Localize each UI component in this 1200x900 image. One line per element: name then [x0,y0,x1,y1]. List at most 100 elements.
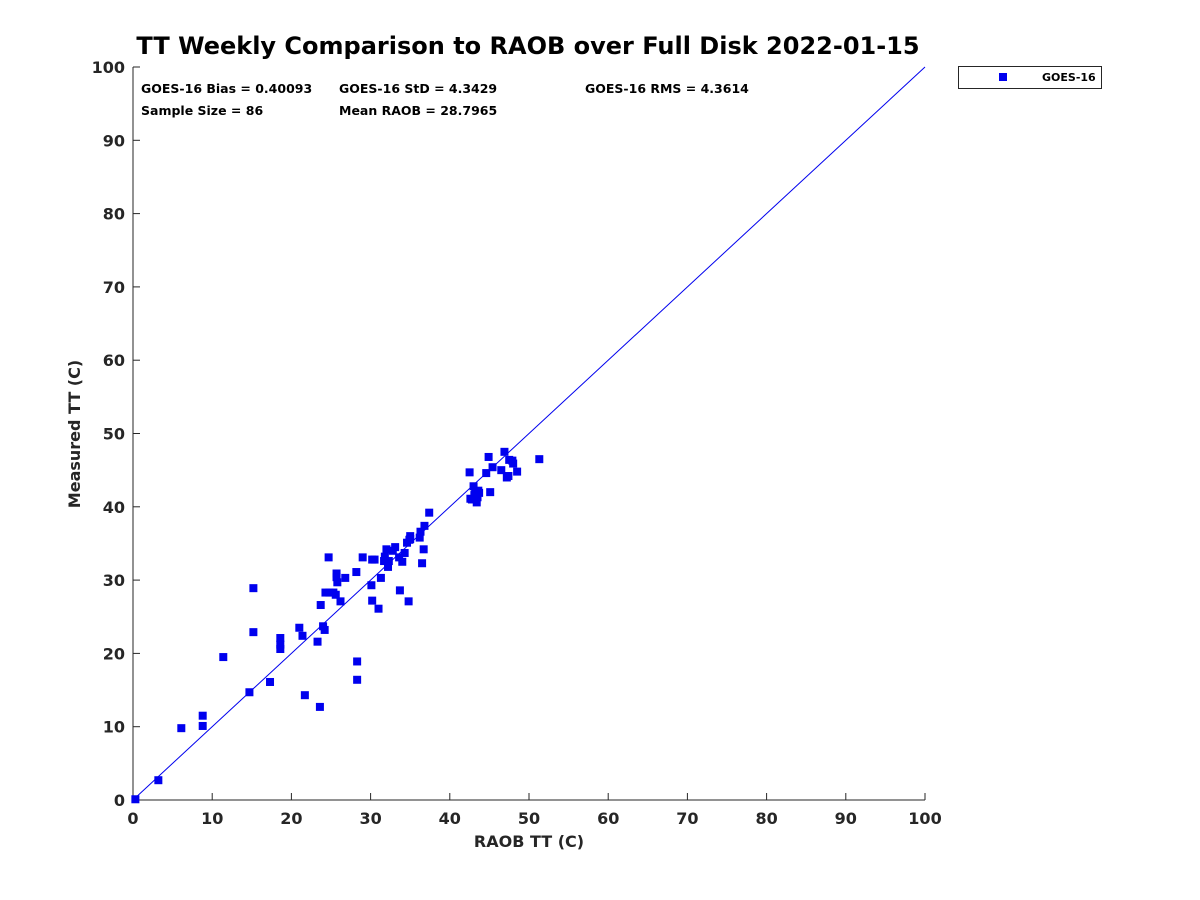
x-tick-label: 0 [127,809,138,828]
x-tick-label: 100 [908,809,941,828]
data-point [249,628,258,637]
data-point [276,640,285,649]
y-tick-group: 0 10 20 30 40 50 60 70 80 90 100 [92,58,140,810]
y-tick-label: 20 [103,644,125,663]
data-point [370,555,379,564]
data-point [469,482,478,491]
legend-label: GOES-16 [1042,71,1096,84]
stat-bias: GOES-16 Bias = 0.40093 [141,81,312,96]
data-point [198,711,207,720]
data-point [482,469,491,478]
x-tick-label: 80 [755,809,777,828]
data-point [400,548,409,557]
data-point [276,634,285,643]
data-point [416,527,425,536]
y-tick-label: 0 [114,791,125,810]
data-point [368,596,377,605]
data-point [358,553,367,562]
data-point [395,586,404,595]
data-point [131,795,140,804]
y-tick-label: 40 [103,498,125,517]
legend-marker-square [999,73,1007,81]
data-point [382,545,391,554]
y-tick-label: 60 [103,351,125,370]
data-point [513,467,522,476]
data-point [420,521,429,530]
x-tick-label: 60 [597,809,619,828]
y-tick-label: 10 [103,718,125,737]
data-point [331,590,340,599]
legend: GOES-16 [958,66,1102,89]
data-point [245,688,254,697]
data-point [380,557,389,566]
data-point [266,677,275,686]
data-point [497,466,506,475]
y-tick-label: 50 [103,425,125,444]
data-point [352,568,361,577]
data-point [324,553,333,562]
data-point [320,625,329,634]
stat-std: GOES-16 StD = 4.3429 [339,81,497,96]
data-point [219,653,228,662]
data-point [276,645,285,654]
legend-box [958,66,1102,89]
data-point [313,637,322,646]
data-point [488,463,497,472]
data-point [341,573,350,582]
data-point [295,623,304,632]
data-point [508,456,517,465]
data-point [380,552,389,561]
x-tick-label: 20 [280,809,302,828]
data-point [425,508,434,517]
data-point [374,604,383,613]
x-tick-label: 30 [359,809,381,828]
data-point [315,702,324,711]
data-point [336,597,345,606]
x-tick-label: 50 [518,809,540,828]
stat-mean-raob: Mean RAOB = 28.7965 [339,103,497,118]
data-point [486,488,495,497]
data-point [398,557,407,566]
data-point [391,543,400,552]
data-point [316,601,325,610]
data-point [504,472,513,481]
stats-annotation: GOES-16 Bias = 0.40093 GOES-16 StD = 4.3… [141,81,749,118]
data-point [376,573,385,582]
x-tick-group: 0 10 20 30 40 50 60 70 80 90 100 [127,793,942,828]
data-point [406,535,415,544]
data-point [333,578,342,587]
data-point [198,721,207,730]
data-point [404,597,413,606]
x-tick-label: 40 [439,809,461,828]
x-tick-label: 90 [835,809,857,828]
stat-rms: GOES-16 RMS = 4.3614 [585,81,749,96]
data-point [535,455,544,464]
x-tick-label: 70 [676,809,698,828]
data-point [473,493,482,502]
chart-title: TT Weekly Comparison to RAOB over Full D… [136,32,919,60]
goes16-points [131,447,544,804]
y-tick-label: 100 [92,58,125,77]
data-point [395,553,404,562]
stat-sample-size: Sample Size = 86 [141,103,263,118]
data-point [332,573,341,582]
data-point [353,675,362,684]
data-point [500,447,509,456]
data-point [475,488,484,497]
data-point [465,468,474,477]
data-point [472,498,481,507]
data-point [154,776,163,785]
data-point [367,581,376,590]
y-axis-label: Measured TT (C) [65,360,84,508]
data-point [484,452,493,461]
y-tick-label: 90 [103,131,125,150]
data-point [467,495,476,504]
data-point [353,657,362,666]
data-point [300,691,309,700]
data-point [384,557,393,566]
data-point [177,724,186,733]
data-point [415,533,424,542]
y-tick-label: 80 [103,205,125,224]
one-to-one-reference-line [132,66,926,801]
data-point [249,584,258,593]
